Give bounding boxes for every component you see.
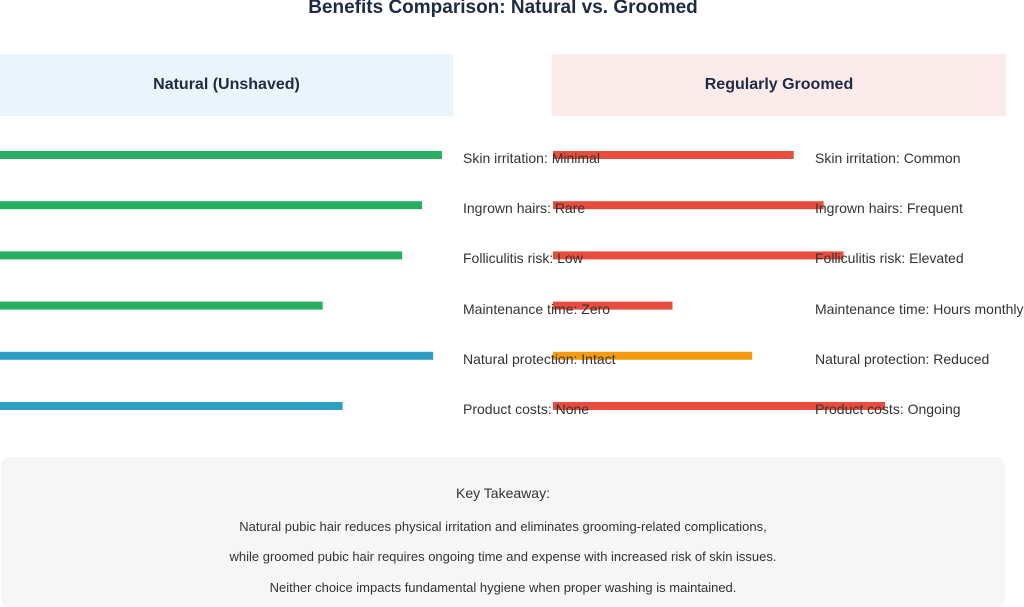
natural-label-2: Ingrown hairs: Rare [463,200,586,217]
groomed-column-header: Regularly Groomed [552,54,1006,116]
takeaway-panel [1,457,1005,607]
groomed-bar-5 [553,351,753,360]
chart-title: Benefits Comparison: Natural vs. Groomed [308,0,698,18]
groomed-bar-2 [553,201,824,210]
natural-label-6: Product costs: None [463,401,590,417]
groomed-label-4: Maintenance time: Hours monthly [815,300,1024,317]
groomed-bar-6 [553,402,885,410]
groomed-label-2: Ingrown hairs: Frequent [815,200,963,217]
natural-column-header: Natural (Unshaved) [0,54,453,116]
natural-bar-4 [0,301,323,310]
natural-bar-5 [0,351,434,360]
natural-label-4: Maintenance time: Zero [463,300,611,317]
natural-bar-1 [0,151,442,159]
natural-label-3: Folliculitis risk: Low [463,250,583,267]
takeaway-heading: Key Takeaway: [456,485,550,501]
natural-bar-3 [0,251,403,260]
groomed-label-5: Natural protection: Reduced [815,350,990,367]
takeaway-line-2: while groomed pubic hair requires ongoin… [229,549,777,564]
groomed-bar-3 [553,251,844,260]
takeaway-line-3: Neither choice impacts fundamental hygie… [269,580,737,595]
natural-bar-6 [0,402,343,410]
takeaway-line-1: Natural pubic hair reduces physical irri… [239,519,767,534]
groomed-bar-4 [553,301,673,310]
natural-label-1: Skin irritation: Minimal [463,150,600,166]
groomed-bar-1 [553,151,794,159]
groomed-label-1: Skin irritation: Common [815,150,961,166]
groomed-label-3: Folliculitis risk: Elevated [815,250,964,267]
natural-label-5: Natural protection: Intact [463,350,616,367]
groomed-label-6: Product costs: Ongoing [815,401,961,417]
natural-bar-2 [0,201,423,210]
